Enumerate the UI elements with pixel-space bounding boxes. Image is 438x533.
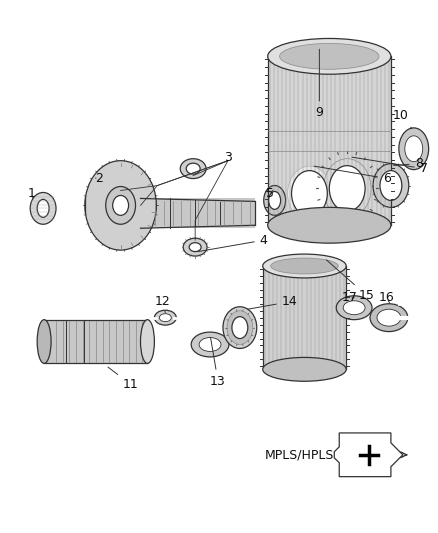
- Ellipse shape: [292, 171, 327, 216]
- Ellipse shape: [113, 196, 129, 215]
- Text: 7: 7: [352, 157, 427, 175]
- Text: 17: 17: [341, 292, 357, 304]
- Ellipse shape: [159, 314, 171, 321]
- Ellipse shape: [85, 160, 156, 250]
- Ellipse shape: [37, 320, 51, 364]
- Ellipse shape: [155, 310, 176, 325]
- Ellipse shape: [268, 191, 281, 209]
- Ellipse shape: [227, 311, 253, 344]
- Ellipse shape: [141, 320, 155, 364]
- Text: 16: 16: [379, 292, 395, 304]
- Ellipse shape: [279, 43, 379, 69]
- Ellipse shape: [199, 337, 221, 351]
- FancyBboxPatch shape: [263, 266, 346, 369]
- Ellipse shape: [343, 301, 365, 314]
- Ellipse shape: [285, 163, 334, 224]
- Ellipse shape: [30, 192, 56, 224]
- Ellipse shape: [318, 153, 376, 224]
- Text: 4: 4: [198, 233, 268, 252]
- Text: MPLS/HPLS: MPLS/HPLS: [265, 448, 334, 461]
- Ellipse shape: [191, 332, 229, 357]
- Ellipse shape: [399, 128, 429, 169]
- Ellipse shape: [288, 166, 331, 221]
- Polygon shape: [334, 433, 403, 477]
- Ellipse shape: [329, 166, 365, 212]
- Text: 3: 3: [224, 151, 232, 164]
- FancyBboxPatch shape: [141, 198, 255, 228]
- Ellipse shape: [271, 258, 338, 274]
- FancyBboxPatch shape: [268, 56, 391, 225]
- Ellipse shape: [37, 199, 49, 217]
- Text: 10: 10: [393, 109, 412, 129]
- Ellipse shape: [268, 207, 391, 243]
- Ellipse shape: [180, 159, 206, 179]
- Text: 2: 2: [95, 172, 102, 185]
- Text: 15: 15: [326, 260, 375, 302]
- Ellipse shape: [370, 304, 408, 332]
- Text: 11: 11: [108, 367, 138, 391]
- Ellipse shape: [183, 238, 207, 256]
- Ellipse shape: [189, 243, 201, 252]
- Text: 8: 8: [394, 157, 423, 170]
- Text: 14: 14: [247, 295, 297, 309]
- Ellipse shape: [186, 163, 200, 174]
- Ellipse shape: [264, 185, 286, 215]
- Ellipse shape: [373, 164, 409, 207]
- Ellipse shape: [106, 187, 135, 224]
- Text: 12: 12: [155, 295, 170, 313]
- Ellipse shape: [377, 309, 401, 326]
- Ellipse shape: [232, 317, 248, 338]
- Ellipse shape: [336, 296, 372, 320]
- Text: 9: 9: [315, 49, 323, 119]
- FancyBboxPatch shape: [44, 320, 148, 364]
- Ellipse shape: [263, 254, 346, 278]
- Ellipse shape: [380, 171, 402, 200]
- Text: 13: 13: [210, 337, 226, 388]
- Ellipse shape: [323, 159, 371, 219]
- Ellipse shape: [263, 358, 346, 381]
- Ellipse shape: [405, 136, 423, 161]
- Ellipse shape: [268, 38, 391, 74]
- Text: 1: 1: [27, 187, 35, 200]
- Ellipse shape: [223, 307, 257, 349]
- Text: 6: 6: [314, 166, 391, 185]
- Text: 5: 5: [266, 187, 274, 200]
